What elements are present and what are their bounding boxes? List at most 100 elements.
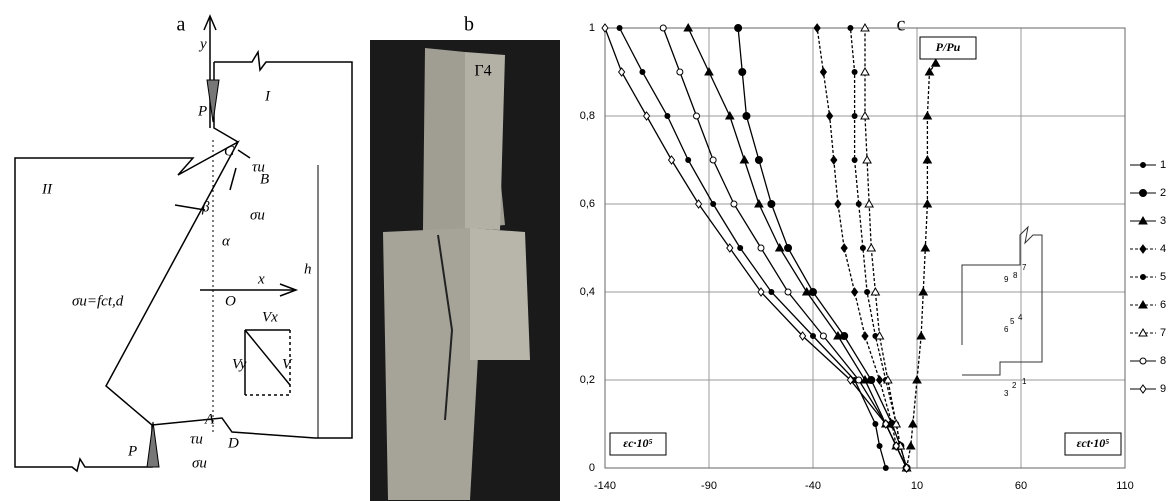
marker [847,25,854,31]
diagram-label: O [225,293,236,309]
chart: -140 -90 -40 10 60 11000,20,40,60,81789456123… [580,22,1166,492]
marker [860,66,870,76]
marker [601,23,609,33]
marking: Г4 [474,63,491,80]
series-line [864,28,908,469]
marker [859,245,866,251]
marker [851,157,858,163]
marker [757,244,765,252]
x-tick-label: -140 [594,480,616,492]
marker [768,289,775,295]
diagram-label: y [198,36,207,52]
marker [767,200,776,208]
marker [860,110,870,120]
marker [616,25,623,31]
y-tick-label: 1 [589,22,595,34]
legend-label: 8 [1160,355,1166,367]
annotation: εc·10⁵ [623,436,652,450]
inset-label: 9 [1004,275,1009,284]
vector [237,149,251,159]
annotation-box [609,432,667,456]
inset-label: 5 [1010,317,1015,326]
diagram-label: σu [192,455,207,471]
diagram-label: σu [250,207,265,223]
marker [664,113,671,119]
panel-label: c [897,14,906,36]
marker [830,155,838,165]
series-line [618,27,887,469]
marker [757,287,765,297]
marker [912,374,922,384]
marker [734,24,743,32]
annotation-box [1064,432,1122,456]
marker [876,443,883,449]
marker [685,157,692,163]
marker [683,22,694,32]
marker [924,66,935,76]
legend-label: 5 [1160,271,1166,283]
panel-label: b [464,14,474,36]
marker [774,242,785,252]
diagram-label: Vy [232,356,247,372]
marker [1138,215,1148,225]
x-tick-label: 60 [1015,480,1027,492]
marker [1139,357,1147,365]
legend-label: 3 [1160,215,1166,227]
marker [1139,189,1147,197]
marker [902,463,911,473]
marker [866,242,877,252]
series-line [905,62,937,469]
y-tick-label: 0,8 [580,110,595,122]
annotation-box [919,36,977,60]
marker [864,289,871,295]
inset-label: 8 [1013,271,1018,280]
marker [667,155,676,165]
marker [918,286,929,296]
marker [850,287,859,297]
marker [798,331,807,341]
legend-label: 6 [1160,299,1166,311]
annotation: εct·10⁵ [1077,436,1110,450]
marker [726,243,734,253]
diagram-label: x [257,271,265,287]
marker [819,67,828,77]
marker [833,330,843,340]
marker [1140,162,1146,168]
marker [922,154,933,164]
x-tick-label: -90 [701,480,717,492]
annotation: P/Pu [936,40,961,54]
marker [724,110,735,120]
marker [882,419,890,429]
marker [1139,384,1147,394]
marker [784,288,792,296]
diagram-label: τu [252,159,265,175]
specimen [470,228,530,360]
marker [930,58,941,67]
marker [819,332,827,340]
inset-label: 2 [1012,381,1017,390]
arrow-head [279,283,299,297]
marker [861,331,869,341]
marker [676,68,684,76]
diagram-label: A [204,411,215,427]
marker [892,441,900,451]
marker [855,201,862,207]
marker [738,68,747,76]
marker [864,198,875,208]
y-tick-label: 0,6 [580,198,595,210]
marker [659,24,667,32]
marker [704,66,714,76]
marker [860,22,870,32]
marker [846,375,855,385]
force-arrow [146,421,160,468]
inset-label: 7 [1022,263,1027,272]
specimen [465,52,505,230]
marker [860,374,870,384]
marker [737,245,744,251]
marker [618,67,626,77]
marker [882,465,889,471]
marker [1139,244,1147,254]
inset-label: 4 [1018,313,1023,322]
series-line [604,27,908,469]
